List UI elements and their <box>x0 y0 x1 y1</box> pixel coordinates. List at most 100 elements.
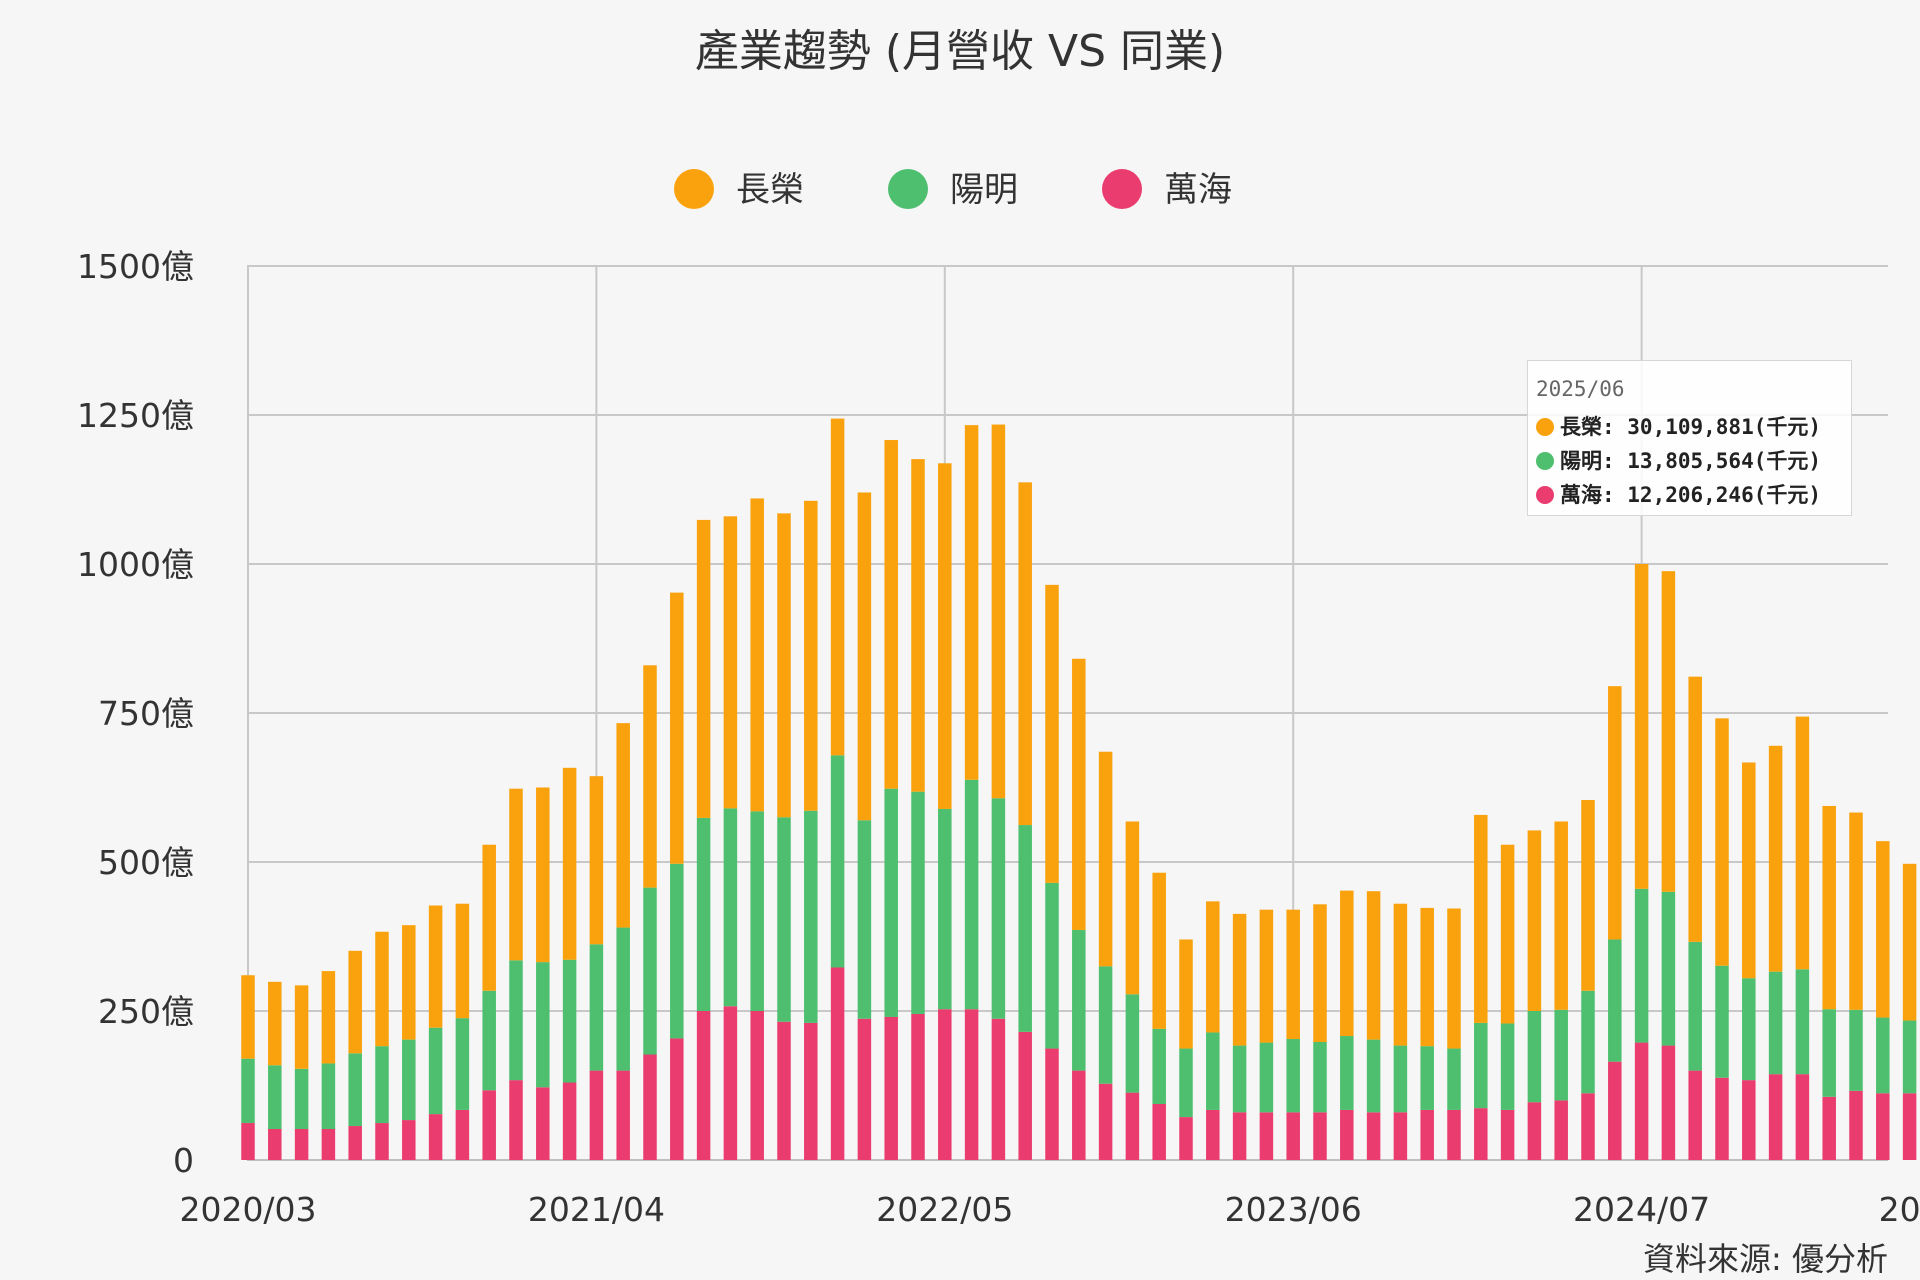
bar-evergreen[interactable] <box>1715 718 1729 966</box>
bar-yangming[interactable] <box>1447 1048 1461 1110</box>
bar-evergreen[interactable] <box>294 985 309 1069</box>
bar-evergreen[interactable] <box>562 767 577 960</box>
bar-evergreen[interactable] <box>1902 863 1917 1021</box>
bar-wanhai[interactable] <box>348 1126 362 1160</box>
bar-wanhai[interactable] <box>1849 1090 1863 1160</box>
bar-wanhai[interactable] <box>777 1021 791 1160</box>
bar-wanhai[interactable] <box>1206 1109 1220 1160</box>
bar-yangming[interactable] <box>1876 1017 1890 1094</box>
bar-wanhai[interactable] <box>1902 1093 1917 1160</box>
bar-yangming[interactable] <box>1018 825 1032 1032</box>
bar-wanhai[interactable] <box>1018 1031 1032 1160</box>
bar-evergreen[interactable] <box>402 925 416 1040</box>
bar-yangming[interactable] <box>321 1063 336 1130</box>
bar-evergreen[interactable] <box>911 459 925 792</box>
bar-yangming[interactable] <box>804 810 818 1023</box>
bar-evergreen[interactable] <box>268 981 282 1066</box>
bar-wanhai[interactable] <box>1715 1077 1729 1160</box>
bar-yangming[interactable] <box>1902 1020 1917 1094</box>
bar-wanhai[interactable] <box>750 1011 764 1160</box>
bar-wanhai[interactable] <box>1581 1093 1595 1160</box>
bar-evergreen[interactable] <box>1554 821 1568 1010</box>
bar-evergreen[interactable] <box>1313 904 1327 1042</box>
bar-yangming[interactable] <box>268 1065 282 1130</box>
bar-wanhai[interactable] <box>455 1109 470 1160</box>
bar-evergreen[interactable] <box>1608 686 1622 940</box>
bar-yangming[interactable] <box>1500 1023 1515 1110</box>
bar-yangming[interactable] <box>1206 1032 1220 1110</box>
bar-yangming[interactable] <box>1420 1046 1434 1110</box>
bar-wanhai[interactable] <box>1286 1112 1300 1160</box>
bar-yangming[interactable] <box>1527 1011 1542 1103</box>
bar-wanhai[interactable] <box>402 1120 416 1160</box>
bar-yangming[interactable] <box>348 1053 362 1127</box>
bar-yangming[interactable] <box>696 817 711 1011</box>
bar-evergreen[interactable] <box>696 519 711 818</box>
bar-evergreen[interactable] <box>1581 800 1595 991</box>
bar-yangming[interactable] <box>1232 1045 1247 1113</box>
bar-evergreen[interactable] <box>857 492 872 821</box>
bar-wanhai[interactable] <box>964 1009 979 1160</box>
bar-evergreen[interactable] <box>1286 909 1300 1040</box>
bar-evergreen[interactable] <box>1366 891 1381 1040</box>
bar-wanhai[interactable] <box>830 967 845 1160</box>
bar-yangming[interactable] <box>777 817 791 1022</box>
bar-wanhai[interactable] <box>1795 1074 1810 1160</box>
legend-item[interactable]: 陽明 <box>888 169 1018 210</box>
bar-evergreen[interactable] <box>1742 762 1756 979</box>
bar-evergreen[interactable] <box>1500 844 1515 1024</box>
bar-wanhai[interactable] <box>1179 1117 1193 1160</box>
bar-yangming[interactable] <box>536 962 550 1088</box>
bar-wanhai[interactable] <box>562 1082 577 1160</box>
bar-wanhai[interactable] <box>1634 1042 1649 1160</box>
bar-wanhai[interactable] <box>294 1129 309 1160</box>
bar-evergreen[interactable] <box>1688 676 1702 942</box>
bar-evergreen[interactable] <box>964 425 979 780</box>
bar-evergreen[interactable] <box>1340 890 1354 1037</box>
bar-wanhai[interactable] <box>1608 1061 1622 1160</box>
bar-yangming[interactable] <box>1554 1009 1568 1101</box>
bar-wanhai[interactable] <box>643 1054 657 1160</box>
bar-wanhai[interactable] <box>670 1038 684 1160</box>
bar-evergreen[interactable] <box>428 905 443 1028</box>
bar-evergreen[interactable] <box>1876 841 1890 1018</box>
bar-evergreen[interactable] <box>1849 812 1863 1010</box>
bar-wanhai[interactable] <box>1742 1080 1756 1160</box>
bar-evergreen[interactable] <box>670 592 684 864</box>
bar-yangming[interactable] <box>562 959 577 1083</box>
bar-evergreen[interactable] <box>1152 872 1166 1029</box>
bar-wanhai[interactable] <box>1447 1109 1461 1160</box>
bar-evergreen[interactable] <box>1232 913 1247 1046</box>
bar-evergreen[interactable] <box>616 723 630 928</box>
bar-yangming[interactable] <box>1179 1048 1193 1118</box>
bar-yangming[interactable] <box>1098 966 1113 1084</box>
bar-evergreen[interactable] <box>1634 564 1649 889</box>
bar-wanhai[interactable] <box>1313 1112 1327 1160</box>
bar-yangming[interactable] <box>1313 1041 1327 1113</box>
bar-wanhai[interactable] <box>696 1011 711 1160</box>
bar-yangming[interactable] <box>1795 969 1810 1075</box>
bar-evergreen[interactable] <box>1018 482 1032 826</box>
bar-wanhai[interactable] <box>428 1114 443 1160</box>
bar-evergreen[interactable] <box>482 844 496 991</box>
bar-evergreen[interactable] <box>1420 907 1434 1047</box>
bar-evergreen[interactable] <box>750 498 764 812</box>
bar-wanhai[interactable] <box>1876 1093 1890 1160</box>
bar-wanhai[interactable] <box>375 1123 389 1160</box>
bar-evergreen[interactable] <box>348 950 362 1054</box>
bar-yangming[interactable] <box>482 990 496 1091</box>
bar-evergreen[interactable] <box>536 787 550 963</box>
bar-evergreen[interactable] <box>1527 830 1542 1011</box>
bar-yangming[interactable] <box>750 811 764 1011</box>
bar-yangming[interactable] <box>1259 1042 1274 1113</box>
bar-wanhai[interactable] <box>911 1013 925 1160</box>
bar-wanhai[interactable] <box>723 1006 738 1160</box>
bar-yangming[interactable] <box>1125 994 1140 1093</box>
bar-yangming[interactable] <box>1634 888 1649 1043</box>
bar-evergreen[interactable] <box>589 776 604 945</box>
bar-yangming[interactable] <box>1393 1045 1408 1113</box>
legend-item[interactable]: 萬海 <box>1102 169 1232 210</box>
bar-evergreen[interactable] <box>1179 939 1193 1049</box>
bar-yangming[interactable] <box>643 887 657 1055</box>
bar-yangming[interactable] <box>1366 1039 1381 1113</box>
